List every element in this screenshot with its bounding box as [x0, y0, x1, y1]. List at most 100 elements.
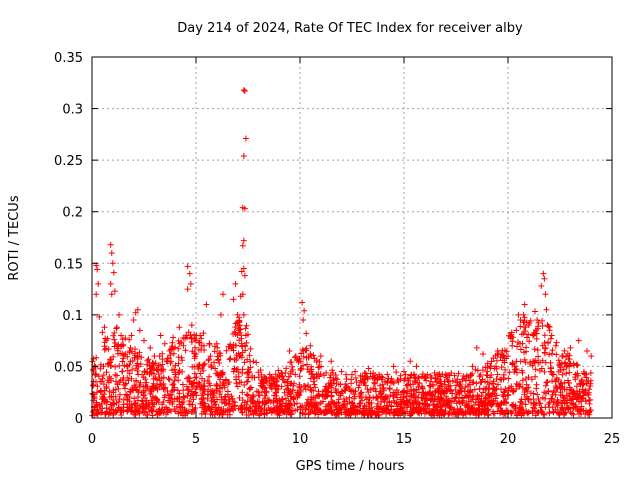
data-point	[97, 409, 104, 416]
data-point	[122, 380, 129, 387]
data-point	[583, 374, 590, 381]
data-point	[165, 397, 172, 404]
data-point	[416, 401, 423, 408]
data-point	[521, 301, 528, 308]
data-point	[116, 362, 123, 369]
data-point	[540, 270, 547, 277]
data-point	[241, 272, 248, 279]
data-point	[587, 377, 594, 384]
data-point	[279, 396, 286, 403]
data-point	[393, 394, 400, 401]
data-point	[185, 374, 192, 381]
data-point	[92, 378, 99, 385]
data-point	[462, 384, 469, 391]
data-point	[192, 344, 199, 351]
data-point	[129, 357, 136, 364]
data-point	[401, 387, 408, 394]
data-point	[175, 410, 182, 417]
data-point	[103, 337, 110, 344]
data-point	[536, 400, 543, 407]
data-point	[238, 268, 245, 275]
data-point	[508, 409, 515, 416]
data-point	[132, 401, 139, 408]
data-point	[509, 359, 516, 366]
data-point	[112, 386, 119, 393]
data-point	[328, 382, 335, 389]
data-point	[287, 388, 294, 395]
data-point	[478, 399, 485, 406]
data-point	[463, 393, 470, 400]
data-point	[499, 347, 506, 354]
y-tick-label: 0.05	[54, 360, 83, 375]
data-point	[281, 389, 288, 396]
data-point	[344, 384, 351, 391]
data-point	[142, 383, 149, 390]
data-point	[195, 346, 202, 353]
data-point	[350, 402, 357, 409]
data-point	[358, 411, 365, 418]
data-point	[300, 317, 307, 324]
data-point	[107, 241, 114, 248]
data-point	[462, 392, 469, 399]
data-point	[120, 396, 127, 403]
data-point	[382, 411, 389, 418]
data-point	[224, 391, 231, 398]
data-point	[498, 364, 505, 371]
data-point	[145, 356, 152, 363]
data-point	[368, 399, 375, 406]
data-point	[170, 350, 177, 357]
data-point	[240, 153, 247, 160]
data-point	[400, 400, 407, 407]
data-point	[94, 266, 101, 273]
data-point	[561, 386, 568, 393]
data-point	[208, 408, 215, 415]
data-point	[143, 412, 150, 419]
data-point	[377, 393, 384, 400]
data-point	[334, 409, 341, 416]
data-point	[384, 371, 391, 378]
data-point	[244, 392, 251, 399]
data-point	[479, 367, 486, 374]
data-point	[494, 381, 501, 388]
data-point	[405, 377, 412, 384]
data-point	[554, 402, 561, 409]
data-point	[218, 406, 225, 413]
data-point	[522, 324, 529, 331]
data-point	[539, 322, 546, 329]
data-point	[208, 361, 215, 368]
data-point	[486, 386, 493, 393]
data-point	[212, 365, 219, 372]
data-point	[107, 280, 114, 287]
data-point	[421, 396, 428, 403]
data-point	[90, 366, 97, 373]
data-point	[408, 386, 415, 393]
data-point	[518, 399, 525, 406]
data-point	[519, 377, 526, 384]
data-point	[366, 394, 373, 401]
data-point	[283, 403, 290, 410]
data-point	[153, 384, 160, 391]
data-point	[170, 387, 177, 394]
data-point	[456, 399, 463, 406]
data-point	[404, 402, 411, 409]
data-point	[113, 409, 120, 416]
data-point	[101, 324, 108, 331]
data-point	[534, 317, 541, 324]
data-point	[236, 329, 243, 336]
data-point	[199, 399, 206, 406]
data-point	[318, 363, 325, 370]
data-point	[93, 354, 100, 361]
data-point	[168, 346, 175, 353]
data-point	[93, 402, 100, 409]
data-point	[358, 378, 365, 385]
data-point	[154, 382, 161, 389]
data-point	[463, 372, 470, 379]
data-point	[487, 398, 494, 405]
data-point	[390, 363, 397, 370]
data-point	[124, 353, 131, 360]
data-point	[303, 361, 310, 368]
data-point	[521, 409, 528, 416]
data-point	[465, 383, 472, 390]
data-point	[199, 365, 206, 372]
data-point	[534, 391, 541, 398]
